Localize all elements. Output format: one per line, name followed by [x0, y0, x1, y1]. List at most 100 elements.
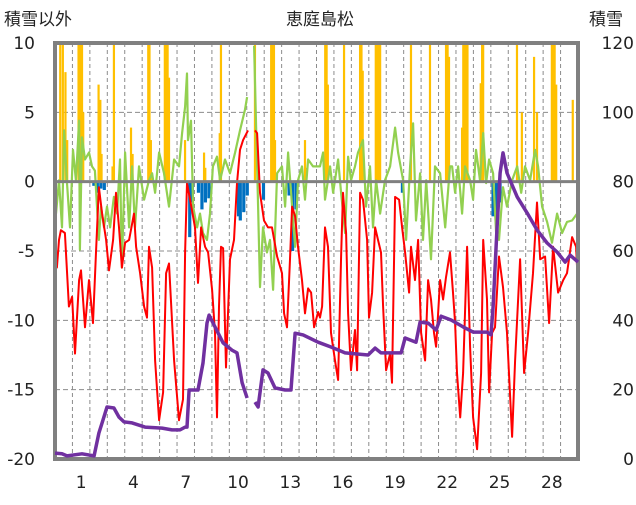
- precip-bar: [64, 72, 67, 182]
- precip-bar: [148, 43, 151, 182]
- snow-depth-line: [54, 313, 249, 458]
- left-axis-label: 積雪以外: [4, 10, 72, 30]
- precip-bar: [377, 43, 380, 182]
- negative-bar: [207, 181, 211, 199]
- precip-bar: [532, 56, 536, 182]
- precip-bar: [100, 153, 103, 182]
- precip-bar: [463, 43, 466, 182]
- precip-bar: [80, 43, 84, 182]
- precip-bar: [163, 43, 166, 182]
- x-tick-label: 1: [76, 473, 87, 493]
- precip-bar: [61, 43, 64, 182]
- left-tick-label: 10: [13, 34, 35, 54]
- precip-bar: [167, 77, 171, 182]
- negative-bar: [236, 181, 241, 217]
- gridlines: [55, 43, 578, 459]
- precip-bar: [464, 43, 468, 182]
- precip-bar: [204, 167, 207, 182]
- left-tick-label: -20: [7, 450, 35, 470]
- precip-bar: [376, 43, 379, 182]
- precip-bar: [97, 84, 100, 182]
- precip-bar: [202, 152, 206, 182]
- left-tick-label: 5: [24, 103, 35, 123]
- right-axis-label: 積雪: [589, 10, 623, 30]
- precip-bar: [555, 84, 558, 182]
- precip-bar: [326, 84, 329, 182]
- precip-bar: [59, 43, 62, 182]
- precip-bar: [149, 140, 152, 182]
- negative-bar: [102, 181, 106, 190]
- precip-bar: [409, 43, 413, 182]
- negative-bar: [99, 181, 103, 189]
- precip-bar: [358, 43, 362, 182]
- precip-bar: [447, 56, 451, 182]
- precip-bar: [428, 43, 432, 182]
- negative-bar: [491, 181, 495, 217]
- x-tick-label: 13: [280, 473, 302, 493]
- x-tick-label: 25: [489, 473, 511, 493]
- precip-bar: [361, 70, 364, 182]
- negative-bar: [92, 181, 96, 186]
- precip-bar: [550, 43, 553, 182]
- negative-bar: [245, 181, 249, 196]
- precip-bar: [535, 112, 539, 182]
- left-tick-label: -15: [7, 381, 35, 401]
- precip-bar: [520, 112, 523, 182]
- precip-bar: [460, 127, 464, 182]
- precip-bar: [482, 43, 485, 182]
- precip-bar: [99, 99, 102, 182]
- negative-bar: [188, 181, 192, 238]
- plot-frame: [53, 41, 580, 461]
- right-tick-label: 120: [602, 34, 634, 54]
- negative-bar: [203, 181, 208, 203]
- precip-bar: [270, 43, 273, 182]
- precip-bar: [272, 43, 276, 182]
- right-tick-label: 40: [612, 311, 634, 331]
- precip-bar: [324, 43, 327, 182]
- right-tick-label: 60: [612, 242, 634, 262]
- precip-bar: [515, 43, 519, 182]
- precip-bar: [79, 43, 82, 182]
- precip-bar: [112, 43, 116, 182]
- precip-bar: [147, 43, 150, 182]
- precip-bar: [66, 140, 69, 182]
- negative-bar: [294, 181, 298, 210]
- negative-bar: [95, 181, 99, 193]
- precip-bar: [271, 43, 274, 182]
- green-series-line: [53, 72, 249, 269]
- negative-bar: [494, 181, 499, 224]
- negative-bar: [196, 181, 201, 193]
- precip-bar: [303, 140, 307, 182]
- x-tick-label: 10: [227, 473, 249, 493]
- x-tick-label: 4: [128, 473, 139, 493]
- left-tick-label: 0: [24, 173, 35, 193]
- line-series: [53, 45, 580, 451]
- precip-bar: [342, 43, 346, 182]
- left-tick-label: -5: [18, 242, 35, 262]
- negative-bar: [238, 181, 242, 221]
- temperature-line: [254, 129, 579, 451]
- precip-bar: [360, 43, 363, 182]
- x-tick-label: 28: [541, 473, 563, 493]
- precip-bar: [446, 43, 449, 182]
- temperature-line: [54, 129, 249, 422]
- precip-bar: [129, 127, 133, 182]
- precip-bar: [325, 43, 328, 182]
- precip-bar: [183, 140, 187, 182]
- precip-bar: [379, 43, 382, 182]
- precip-bar: [444, 43, 448, 182]
- precip-bar: [218, 133, 221, 182]
- green-series-line: [253, 45, 580, 291]
- snow-series: [54, 151, 580, 458]
- x-tick-label: 22: [436, 473, 458, 493]
- precip-bar: [552, 43, 555, 182]
- precip-bar: [466, 43, 469, 182]
- chart-title: 恵庭島松: [286, 10, 354, 30]
- negative-bar: [242, 181, 246, 213]
- precip-bar: [273, 140, 277, 182]
- precip-bar: [553, 43, 556, 182]
- right-tick-label: 100: [602, 103, 634, 123]
- precip-bar: [219, 43, 223, 182]
- left-tick-label: -10: [7, 311, 35, 331]
